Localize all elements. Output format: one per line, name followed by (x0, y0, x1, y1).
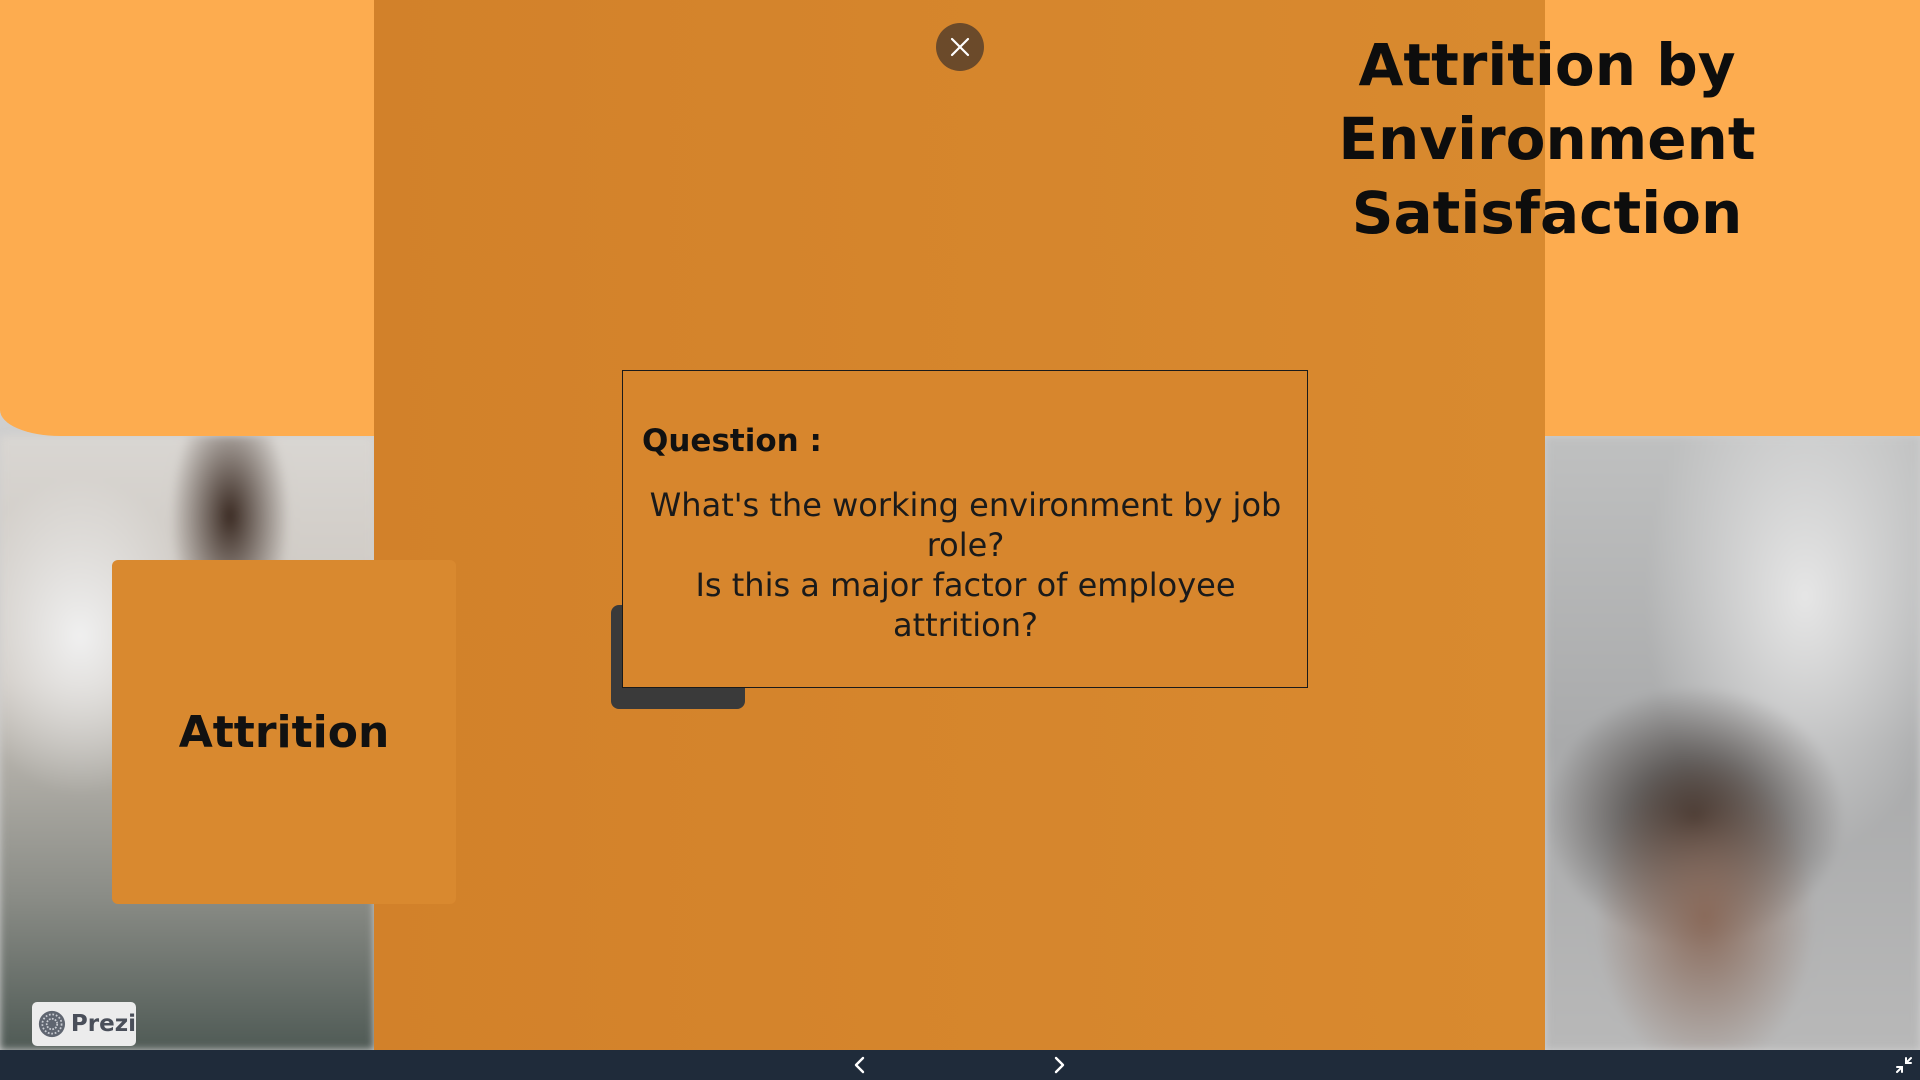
presentation-stage: Attrition Attrition by Environment Satis… (0, 0, 1920, 1050)
bottom-navigation-bar (0, 1050, 1920, 1080)
slide-title-line: Environment (1338, 105, 1756, 173)
previous-slide-button[interactable] (847, 1052, 873, 1078)
slide-title-line: Attrition by (1358, 31, 1736, 99)
question-line: Is this a major factor of employee attri… (695, 566, 1236, 644)
background-photo-right (1545, 436, 1920, 1050)
next-slide-button[interactable] (1046, 1052, 1072, 1078)
question-box: Question : What's the working environmen… (622, 370, 1308, 688)
peach-block-left (0, 0, 374, 436)
exit-fullscreen-button[interactable] (1892, 1053, 1916, 1077)
close-button[interactable] (936, 23, 984, 71)
attrition-card-label: Attrition (178, 706, 390, 758)
exit-fullscreen-icon (1896, 1057, 1912, 1073)
prezi-logo-text: Prezi (70, 1011, 136, 1037)
chevron-left-icon (854, 1056, 865, 1074)
slide-title: Attrition by Environment Satisfaction (1300, 28, 1794, 250)
chevron-right-icon (1054, 1056, 1065, 1074)
close-icon (950, 37, 970, 57)
question-text: What's the working environment by job ro… (642, 485, 1289, 645)
question-label: Question : (642, 423, 822, 459)
prezi-logo-icon (38, 1010, 66, 1038)
prezi-logo-badge[interactable]: Prezi (32, 1002, 136, 1046)
slide-title-line: Satisfaction (1351, 179, 1743, 247)
question-line: What's the working environment by job ro… (649, 486, 1282, 564)
peach-block-right (1545, 0, 1920, 436)
attrition-topic-card[interactable]: Attrition (112, 560, 456, 904)
